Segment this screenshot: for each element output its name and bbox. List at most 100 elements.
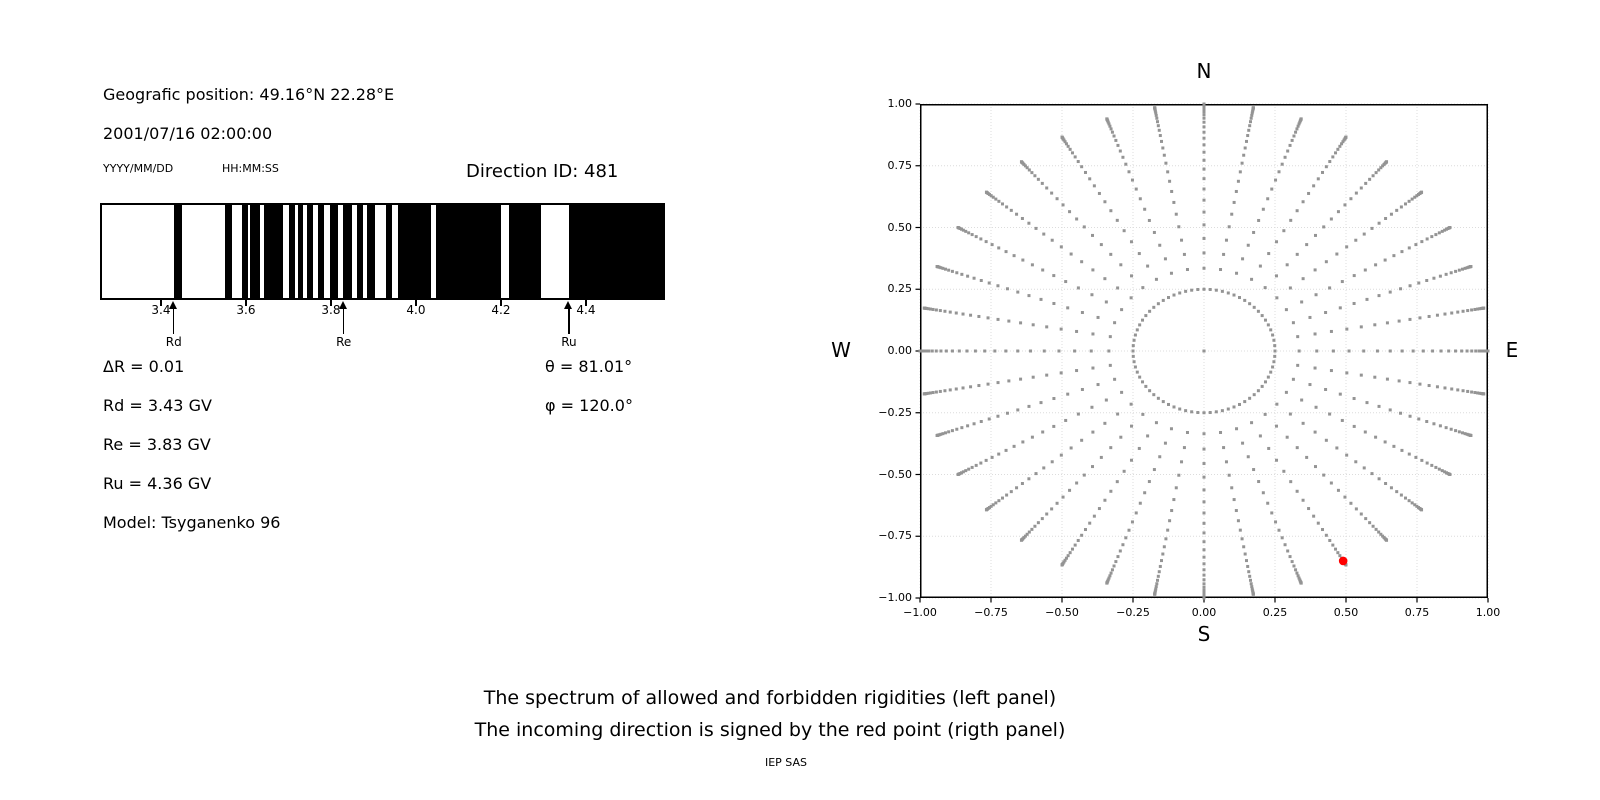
- asymptotic-direction-dot: [1039, 401, 1043, 405]
- asymptotic-direction-dot: [1457, 430, 1461, 434]
- rigidity-axis-tick: [585, 300, 587, 306]
- y-axis-tick-label: 1.00: [887, 97, 913, 110]
- asymptotic-direction-dot: [1345, 245, 1349, 249]
- asymptotic-direction-dot: [1202, 107, 1206, 111]
- asymptotic-direction-dot: [927, 349, 931, 353]
- asymptotic-direction-dot: [1236, 519, 1240, 523]
- allowed-rigidity-band: [225, 205, 232, 298]
- asymptotic-direction-dot: [1076, 286, 1080, 290]
- asymptotic-direction-dot: [1251, 106, 1255, 110]
- asymptotic-direction-dot: [1395, 490, 1399, 494]
- asymptotic-direction-dot: [1156, 574, 1160, 578]
- asymptotic-direction-dot: [1274, 520, 1278, 524]
- asymptotic-direction-dot: [1052, 274, 1056, 278]
- asymptotic-direction-dot: [1045, 325, 1049, 329]
- asymptotic-direction-dot: [1454, 269, 1458, 273]
- asymptotic-direction-dot: [1163, 441, 1167, 445]
- asymptotic-direction-dot: [1120, 390, 1124, 394]
- asymptotic-direction-dot: [1283, 543, 1287, 547]
- asymptotic-direction-dot: [1425, 278, 1429, 282]
- cardinal-label-west: W: [831, 338, 851, 362]
- asymptotic-direction-dot: [1009, 208, 1013, 212]
- asymptotic-direction-dot: [1299, 581, 1303, 585]
- asymptotic-direction-dot: [1290, 138, 1294, 142]
- asymptotic-direction-dot: [1450, 387, 1454, 391]
- asymptotic-direction-dot: [1277, 528, 1281, 532]
- asymptotic-direction-dot: [1196, 287, 1200, 291]
- asymptotic-direction-dot: [1118, 149, 1122, 153]
- asymptotic-direction-dot: [1283, 155, 1287, 159]
- allowed-rigidity-band: [386, 205, 393, 298]
- asymptotic-direction-dot: [1202, 287, 1206, 291]
- cardinal-label-north: N: [1196, 59, 1212, 83]
- asymptotic-direction-dot: [1004, 448, 1008, 452]
- asymptotic-direction-dot: [1152, 305, 1156, 309]
- asymptotic-direction-dot: [1322, 225, 1326, 229]
- asymptotic-direction-dot: [1169, 271, 1173, 275]
- asymptotic-direction-dot: [1263, 318, 1267, 322]
- asymptotic-direction-dot: [1297, 349, 1301, 353]
- asymptotic-direction-dot: [1365, 297, 1369, 301]
- asymptotic-direction-dot: [1147, 480, 1151, 484]
- asymptotic-direction-dot: [1242, 153, 1246, 157]
- y-axis-tick-label: 0.75: [887, 158, 913, 172]
- asymptotic-direction-dot: [1329, 329, 1333, 333]
- asymptotic-direction-dot: [1305, 455, 1309, 459]
- asymptotic-direction-dot: [974, 463, 978, 467]
- asymptotic-direction-dot: [996, 317, 1000, 321]
- asymptotic-direction-dot: [1202, 120, 1206, 124]
- asymptotic-direction-dot: [1297, 576, 1301, 580]
- asymptotic-direction-dot: [1041, 268, 1045, 272]
- asymptotic-direction-dot: [1252, 468, 1256, 472]
- asymptotic-direction-dot: [1091, 366, 1095, 370]
- allowed-rigidity-band: [398, 205, 432, 298]
- asymptotic-direction-dot: [1432, 422, 1436, 426]
- asymptotic-direction-dot: [1131, 344, 1135, 348]
- rigidity-marker-label-rd: Rd: [165, 335, 182, 349]
- asymptotic-direction-dot: [1340, 418, 1344, 422]
- asymptotic-direction-dot: [1345, 327, 1349, 331]
- asymptotic-direction-dot: [1340, 142, 1344, 146]
- asymptotic-direction-dot: [1324, 311, 1328, 315]
- asymptotic-direction-dot: [1012, 254, 1016, 258]
- asymptotic-direction-dot: [1434, 465, 1438, 469]
- asymptotic-direction-dot: [1202, 488, 1206, 492]
- asymptotic-direction-dot: [1480, 349, 1484, 353]
- asymptotic-direction-dot: [1301, 421, 1305, 425]
- credit-label: IEP SAS: [764, 756, 808, 769]
- asymptotic-direction-dot: [1399, 205, 1403, 209]
- asymptotic-direction-dot: [996, 284, 1000, 288]
- asymptotic-direction-dot: [1449, 427, 1453, 431]
- asymptotic-direction-dot: [1385, 321, 1389, 325]
- asymptotic-direction-dot: [1286, 549, 1290, 553]
- asymptotic-direction-dot: [961, 228, 965, 232]
- rigidity-marker-stem-ru: [568, 308, 570, 334]
- asymptotic-direction-dot: [1185, 268, 1189, 272]
- asymptotic-direction-dot: [1110, 568, 1114, 572]
- asymptotic-direction-dot: [950, 349, 954, 353]
- asymptotic-direction-dot: [1362, 349, 1366, 353]
- asymptotic-direction-dot: [1476, 391, 1480, 395]
- asymptotic-direction-dot: [1059, 245, 1063, 249]
- asymptotic-direction-dot: [1408, 381, 1412, 385]
- asymptotic-direction-dot: [1154, 421, 1158, 425]
- asymptotic-direction-dot: [1473, 391, 1477, 395]
- asymptotic-direction-dot: [1399, 411, 1403, 415]
- asymptotic-direction-dot: [997, 246, 1001, 250]
- asymptotic-direction-dot: [983, 349, 987, 353]
- asymptotic-direction-dot: [1328, 538, 1332, 542]
- rigidity-axis-tick: [245, 300, 247, 306]
- asymptotic-direction-dot: [1064, 418, 1068, 422]
- asymptotic-direction-dot: [1282, 469, 1286, 473]
- asymptotic-direction-dot: [984, 508, 988, 512]
- asymptotic-direction-dot: [973, 349, 977, 353]
- asymptotic-direction-dot: [1300, 398, 1304, 402]
- asymptotic-direction-dot: [1070, 547, 1074, 551]
- asymptotic-direction-dot: [955, 271, 959, 275]
- asymptotic-direction-dot: [1164, 537, 1168, 541]
- asymptotic-direction-dot: [1252, 393, 1256, 397]
- asymptotic-direction-dot: [1352, 274, 1356, 278]
- asymptotic-direction-dot: [1134, 187, 1138, 191]
- allowed-rigidity-band: [366, 205, 376, 298]
- asymptotic-direction-dot: [1448, 226, 1452, 229]
